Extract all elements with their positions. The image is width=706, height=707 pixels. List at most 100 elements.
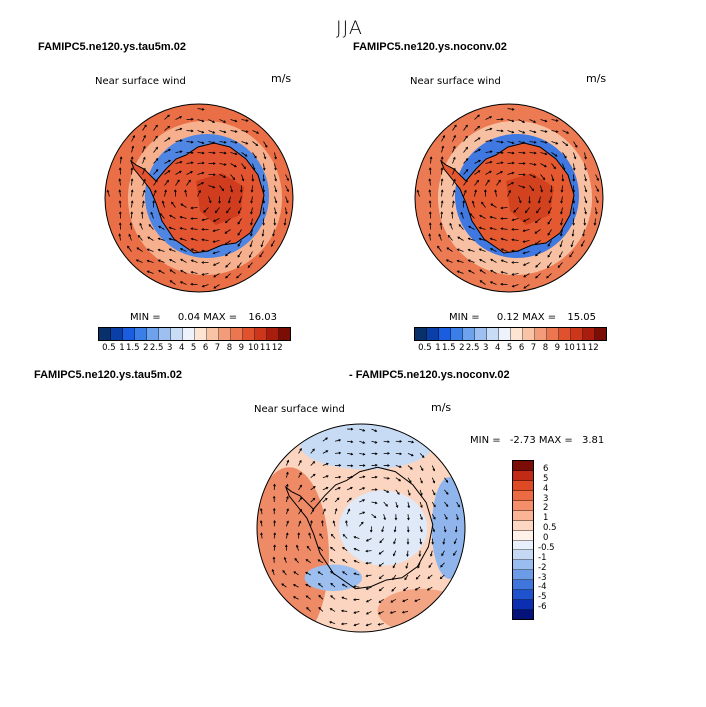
panel1-colorbar-swatch	[183, 328, 195, 340]
panel2-title: FAMIPC5.ne120.ys.noconv.02	[353, 41, 507, 53]
panel2-colorbar-swatch	[547, 328, 559, 340]
panel1-colorbar	[98, 327, 291, 341]
panel1-max-label: MAX =	[203, 312, 238, 323]
panel3-colorbar-swatch	[513, 550, 533, 561]
panel1-colorbar-swatch	[159, 328, 171, 340]
panel3-colorbar-tick-label: -1	[538, 552, 547, 563]
panel3-colorbar-tick-label: 6	[543, 463, 549, 474]
panel1-colorbar-swatch	[231, 328, 243, 340]
panel3-colorbar-swatch	[513, 500, 533, 511]
panel3-colorbar-swatch	[513, 540, 533, 551]
panel3-stats: MIN = -2.73 MAX = 3.81	[470, 435, 604, 446]
panel2-units: m/s	[586, 72, 607, 85]
panel2-colorbar-swatch	[487, 328, 499, 340]
panel3-colorbar-swatch	[513, 600, 533, 611]
panel1-colorbar-tick-label: 9	[238, 343, 245, 353]
panel2-colorbar-swatch	[523, 328, 535, 340]
panel3-min-label: MIN =	[470, 435, 501, 446]
panel2-colorbar-tick-label: 6	[518, 343, 525, 353]
panel1-colorbar-ticks: 0.5 1 1.5 2 2.5 3 4 5 6 7 8 9 10 11 12	[98, 343, 289, 355]
panel3-polar-map	[256, 423, 466, 633]
panel3-colorbar-tick-label: -2	[538, 562, 547, 573]
panel3-colorbar-swatch	[513, 530, 533, 541]
panel2-colorbar-tick-label: 1	[435, 343, 441, 353]
panel3-colorbar-swatch	[513, 560, 533, 571]
wind-vectors	[106, 107, 289, 289]
panel2-field-label: Near surface wind	[410, 76, 501, 87]
panel1-colorbar-tick-label: 11	[259, 343, 271, 353]
panel3-colorbar-swatch	[513, 570, 533, 581]
panel1-colorbar-swatch	[219, 328, 231, 340]
panel3-colorbar-swatch	[513, 510, 533, 521]
panel3-colorbar-swatch	[513, 490, 533, 501]
panel2-colorbar-swatch	[571, 328, 583, 340]
panel2-colorbar-swatch	[499, 328, 511, 340]
wind-vectors	[259, 427, 460, 627]
panel3-colorbar-tick-label: 3	[543, 493, 549, 504]
panel1-colorbar-swatch	[111, 328, 123, 340]
panel2-colorbar-swatch	[439, 328, 451, 340]
season-title: JJA	[336, 17, 363, 39]
panel2-colorbar	[414, 327, 607, 341]
antarctica-wind-field	[131, 143, 264, 253]
panel3-min-value: -2.73	[509, 435, 536, 446]
panel2-polar-map	[414, 103, 604, 293]
panel3-colorbar-tick-label: 1	[543, 513, 549, 524]
panel2-colorbar-swatch	[535, 328, 547, 340]
antarctica-coastline	[439, 142, 575, 254]
panel3-colorbar-swatch	[513, 610, 533, 619]
panel3-colorbar-tick-label: 0.5	[543, 523, 557, 534]
panel2-min-label: MIN =	[449, 312, 480, 323]
panel1-colorbar-tick-label: 2.5	[149, 343, 164, 353]
panel3-max-label: MAX =	[538, 435, 573, 446]
panel2-colorbar-tick-label: 0.5	[418, 343, 432, 353]
panel1-title: FAMIPC5.ne120.ys.tau5m.02	[38, 41, 186, 53]
panel1-polar-map	[104, 103, 294, 293]
panel1-colorbar-swatch	[99, 328, 111, 340]
panel1-colorbar-swatch	[255, 328, 267, 340]
panel1-colorbar-swatch	[195, 328, 207, 340]
panel1-colorbar-tick-label: 4	[178, 343, 185, 353]
panel2-colorbar-tick-label: 11	[575, 343, 587, 353]
panel2-stats: MIN = 0.12 MAX = 15.05	[449, 312, 596, 323]
map-boundary	[414, 103, 604, 293]
panel2-colorbar-swatch	[415, 328, 427, 340]
panel2-colorbar-tick-label: 2	[459, 343, 465, 353]
panel3-colorbar-tick-label: -5	[538, 592, 547, 603]
panel2-colorbar-tick-label: 9	[554, 343, 561, 353]
panel2-colorbar-swatch	[463, 328, 475, 340]
panel1-colorbar-swatch	[171, 328, 183, 340]
panel1-colorbar-tick-label: 0.5	[102, 343, 116, 353]
panel2-colorbar-swatch	[559, 328, 571, 340]
panel1-min-label: MIN =	[130, 312, 161, 323]
panel3-colorbar-tick-label: 5	[543, 473, 549, 484]
panel1-colorbar-tick-label: 5	[190, 343, 197, 353]
antarctica-wind-field	[441, 143, 574, 253]
panel1-colorbar-swatch	[147, 328, 159, 340]
wind-vectors	[416, 107, 599, 289]
panel2-colorbar-swatch	[595, 328, 606, 340]
panel3-title-right: - FAMIPC5.ne120.ys.noconv.02	[349, 369, 510, 381]
panel1-colorbar-tick-label: 12	[271, 343, 283, 353]
panel1-colorbar-swatch	[279, 328, 290, 340]
panel1-stats: MIN = 0.04 MAX = 16.03	[130, 312, 277, 323]
map-boundary	[104, 103, 294, 293]
panel1-colorbar-tick-label: 3	[167, 343, 173, 353]
panel2-max-value: 15.05	[567, 312, 596, 323]
map-boundary	[256, 423, 466, 633]
panel1-colorbar-swatch	[243, 328, 255, 340]
panel2-colorbar-tick-label: 12	[587, 343, 599, 353]
panel2-colorbar-tick-label: 4	[494, 343, 501, 353]
panel3-colorbar	[512, 460, 534, 620]
panel3-colorbar-swatch	[513, 480, 533, 491]
panel1-colorbar-swatch	[267, 328, 279, 340]
panel3-units: m/s	[431, 401, 452, 414]
panel3-colorbar-tick-label: 2	[543, 503, 549, 514]
panel3-colorbar-tick-label: -0.5	[538, 542, 555, 553]
panel1-colorbar-tick-label: 6	[202, 343, 209, 353]
panel1-colorbar-tick-label: 2	[143, 343, 149, 353]
panel1-min-value: 0.04	[177, 312, 201, 323]
panel2-colorbar-tick-label: 8	[542, 343, 549, 353]
panel3-max-value: 3.81	[581, 435, 605, 446]
